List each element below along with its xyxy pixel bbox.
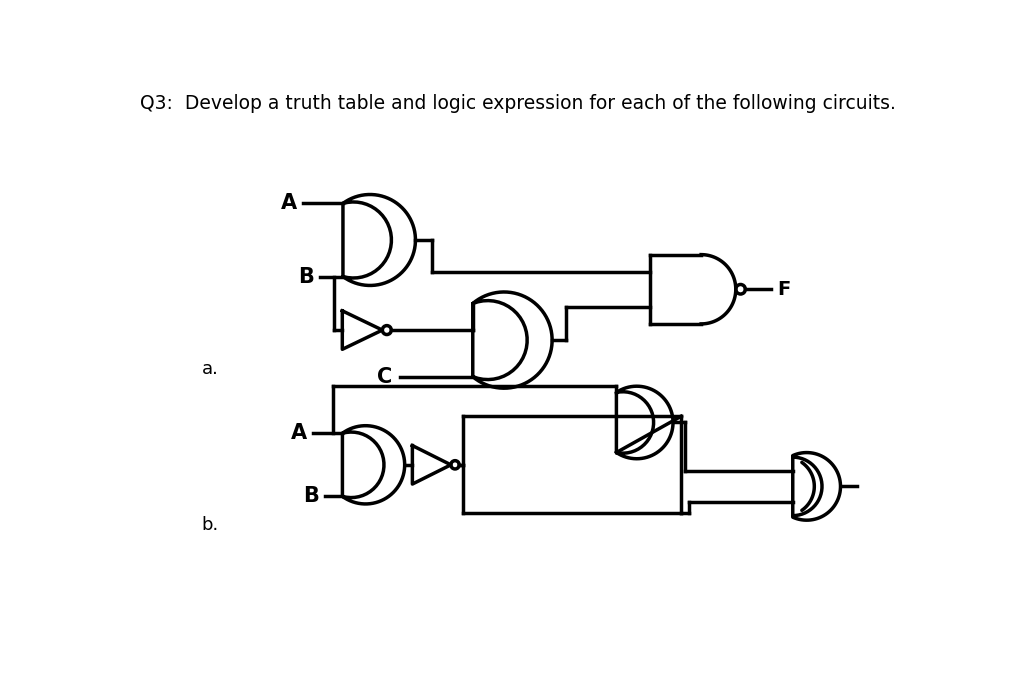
Text: B: B (303, 486, 319, 506)
Text: Q3:  Develop a truth table and logic expression for each of the following circui: Q3: Develop a truth table and logic expr… (140, 94, 896, 113)
Text: b.: b. (202, 516, 219, 534)
Text: A: A (281, 193, 297, 214)
Text: a.: a. (202, 359, 218, 378)
Text: F: F (777, 280, 791, 299)
Text: C: C (377, 367, 392, 386)
Text: A: A (291, 423, 307, 443)
Text: B: B (298, 266, 313, 287)
